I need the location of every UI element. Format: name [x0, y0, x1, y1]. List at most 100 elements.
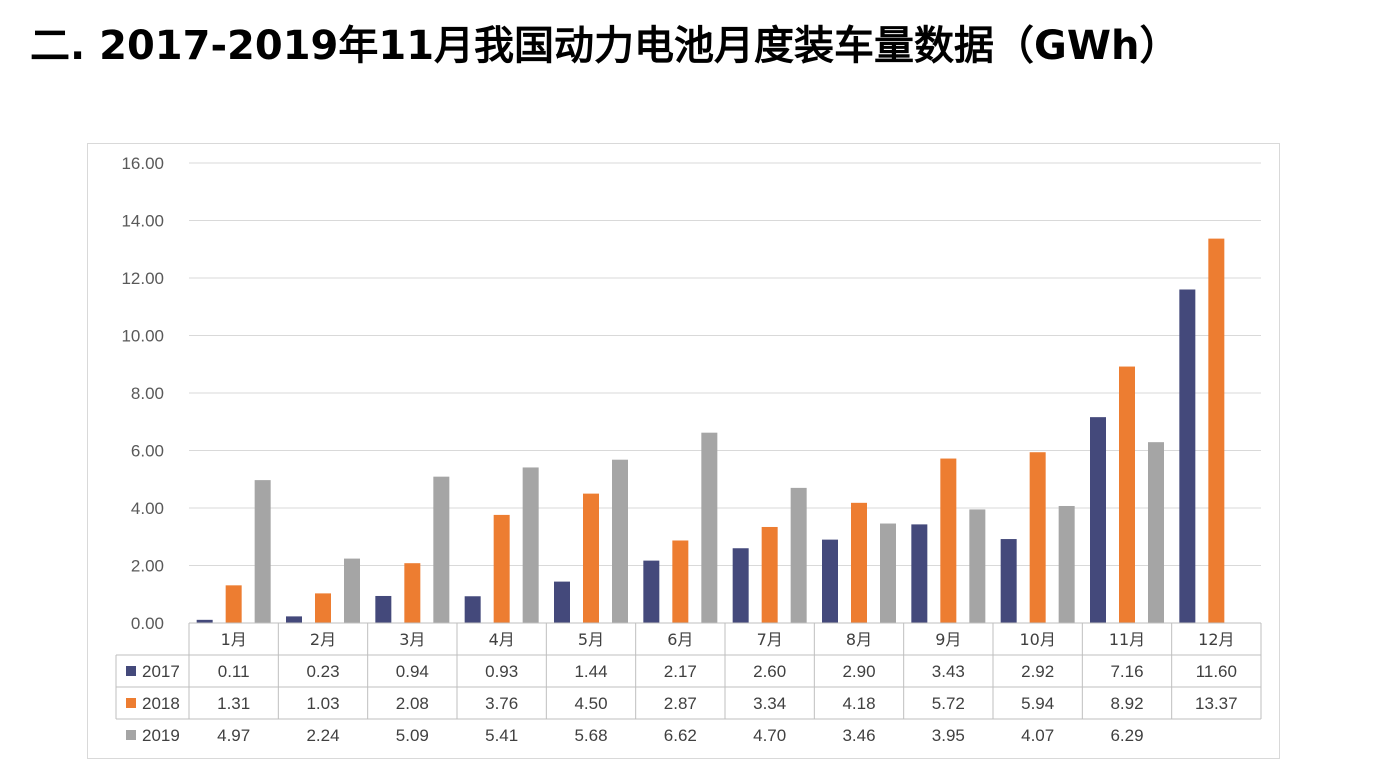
page-title: 二. 2017-2019年11月我国动力电池月度装车量数据（GWh）	[30, 23, 1180, 69]
data-table-cell: 13.37	[1195, 694, 1238, 713]
x-category-label: 6月	[667, 630, 693, 649]
chart-area: 0.00 2.00 4.00 6.00 8.00 10.00 12.00 14.00 16.00…	[87, 143, 1280, 759]
bar-2017	[286, 616, 302, 623]
data-table-cell: 5.09	[396, 726, 429, 745]
bar-2018	[761, 526, 778, 623]
data-table-cell: 3.34	[753, 694, 786, 713]
data-table-cell: 6.29	[1110, 726, 1143, 745]
x-category-label: 7月	[757, 630, 783, 649]
bar-2017	[196, 619, 213, 623]
bar-2018	[315, 593, 331, 623]
x-category-label: 3月	[399, 630, 425, 649]
bar-2017	[375, 595, 392, 623]
bar-2019	[254, 480, 271, 623]
legend-label: 2017	[142, 662, 180, 681]
bar-2018	[1029, 452, 1046, 623]
y-tick-label: 6.00	[131, 442, 164, 461]
y-tick-label: 16.00	[121, 154, 164, 173]
y-tick-label: 10.00	[121, 327, 164, 346]
bar-2017	[732, 548, 749, 623]
x-category-label: 9月	[935, 630, 961, 649]
legend-label: 2018	[142, 694, 180, 713]
bar-2017	[464, 596, 481, 623]
bar-2017	[554, 581, 570, 623]
x-category-label: 4月	[489, 630, 515, 649]
bar-2019	[1148, 442, 1164, 623]
bar-2019	[969, 509, 986, 623]
bar-2019	[612, 459, 628, 623]
x-category-label: 11月	[1109, 630, 1145, 649]
y-tick-label: 2.00	[131, 557, 164, 576]
data-table-cell: 11.60	[1196, 662, 1237, 681]
bar-2017	[1000, 539, 1017, 623]
bar-2019	[1058, 505, 1075, 623]
data-table-cell: 4.50	[574, 694, 607, 713]
y-tick-label: 8.00	[131, 384, 164, 403]
data-table-cell: 0.93	[485, 662, 518, 681]
data-table-cell: 2.60	[753, 662, 786, 681]
data-table-cell: 8.92	[1110, 694, 1143, 713]
data-table-cell: 3.95	[932, 726, 965, 745]
bar-2017	[822, 539, 838, 623]
bar-2018	[672, 540, 689, 623]
x-category-label: 12月	[1198, 630, 1234, 649]
legend-key-2019	[126, 730, 136, 740]
bar-2019	[344, 558, 360, 623]
x-category-label: 8月	[846, 630, 872, 649]
legend-key-2018	[126, 698, 136, 708]
data-table-cell: 1.44	[574, 662, 607, 681]
data-table-cell: 4.18	[842, 694, 875, 713]
data-table-cell: 2.92	[1021, 662, 1054, 681]
bar-2019	[522, 467, 539, 623]
data-table-cell: 2.90	[842, 662, 875, 681]
bar-2018	[1119, 366, 1135, 623]
data-table-cell: 3.76	[485, 694, 518, 713]
bar-2018	[851, 502, 867, 623]
data-table-cell: 5.68	[574, 726, 607, 745]
bar-2017	[911, 524, 928, 623]
data-table-cell: 2.87	[664, 694, 697, 713]
data-table-cell: 4.70	[753, 726, 786, 745]
y-tick-label: 12.00	[121, 269, 164, 288]
data-table-cell: 0.94	[396, 662, 429, 681]
bar-2019	[433, 476, 450, 623]
data-table-cell: 3.43	[932, 662, 965, 681]
data-table-cell: 0.23	[306, 662, 339, 681]
data-table-cell: 2.08	[396, 694, 429, 713]
data-table-cell: 1.31	[217, 694, 250, 713]
data-table-cell: 7.16	[1110, 662, 1143, 681]
bar-2018	[225, 585, 242, 623]
data-table-cell: 1.03	[306, 694, 339, 713]
bar-2019	[880, 523, 896, 623]
bar-2018	[583, 493, 599, 623]
data-table-cell: 6.62	[664, 726, 697, 745]
y-tick-label: 4.00	[131, 499, 164, 518]
data-table-cell: 5.41	[485, 726, 518, 745]
bar-2019	[790, 487, 807, 623]
data-table-cell: 2.17	[664, 662, 697, 681]
bar-2017	[1090, 417, 1106, 623]
data-table-cell: 2.24	[306, 726, 339, 745]
data-table-cell: 0.11	[218, 662, 250, 681]
bar-2019	[701, 432, 718, 623]
data-table-cell: 4.97	[217, 726, 250, 745]
y-tick-label: 0.00	[131, 614, 164, 633]
bar-2018	[404, 563, 421, 623]
legend-label: 2019	[142, 726, 180, 745]
x-category-label: 1月	[221, 630, 247, 649]
bar-2018	[940, 458, 957, 623]
bar-chart: 0.00 2.00 4.00 6.00 8.00 10.00 12.00 14.00 16.00…	[115, 154, 1262, 745]
x-category-label: 10月	[1019, 630, 1055, 649]
x-category-label: 2月	[310, 630, 336, 649]
bar-2017	[1179, 289, 1196, 623]
data-table-cell: 3.46	[842, 726, 875, 745]
bar-2018	[493, 514, 510, 623]
data-table-cell: 4.07	[1021, 726, 1054, 745]
x-category-label: 5月	[578, 630, 604, 649]
y-tick-label: 14.00	[121, 212, 164, 231]
data-table-cell: 5.72	[932, 694, 965, 713]
data-table-cell: 5.94	[1021, 694, 1054, 713]
bar-2018	[1208, 238, 1225, 624]
bar-2017	[643, 560, 660, 623]
legend-key-2017	[126, 666, 136, 676]
